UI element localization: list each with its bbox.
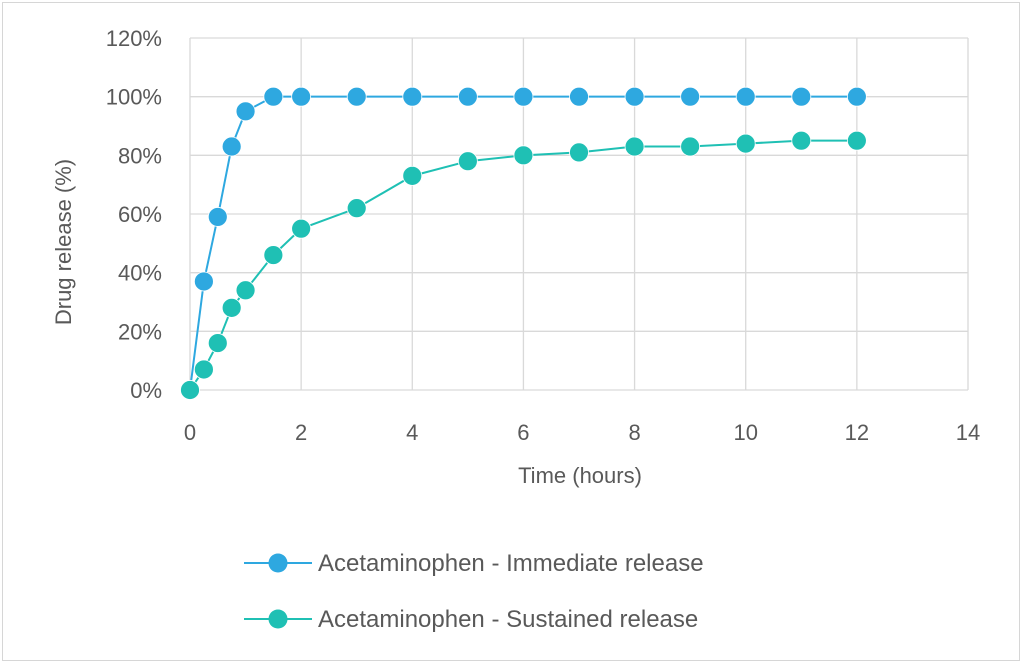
data-point [846,86,867,107]
x-tick-label: 12 [845,420,869,445]
data-point [235,101,256,122]
data-point [346,198,367,219]
data-point [457,151,478,172]
legend-label: Acetaminophen - Sustained release [318,606,698,633]
data-point [513,145,534,166]
data-point [291,218,312,239]
legend-item: Acetaminophen - Immediate release [244,550,704,577]
y-axis-title: Drug release (%) [51,159,76,325]
x-tick-label: 14 [956,420,980,445]
data-point [791,130,812,151]
data-point [846,130,867,151]
legend-marker [268,609,288,629]
series-2 [180,130,867,400]
legend: Acetaminophen - Immediate release Acetami… [244,550,704,633]
data-point [263,245,284,265]
x-tick-label: 2 [295,420,307,445]
x-tick-label: 6 [517,420,529,445]
data-point [569,142,589,163]
legend-label: Acetaminophen - Immediate release [318,550,704,577]
data-point [457,86,478,107]
x-tick-label: 8 [628,420,640,445]
data-point [680,136,701,157]
x-tick-label: 10 [733,420,757,445]
data-point [193,271,214,292]
y-tick-label: 60% [118,202,162,227]
data-point [207,333,228,353]
y-tick-label: 40% [118,261,162,286]
x-tick-label: 0 [184,420,196,445]
x-axis-title: Time (hours) [518,463,642,488]
y-tick-label: 100% [106,85,162,110]
data-point [291,86,312,107]
legend-marker [268,553,288,573]
data-point [221,136,242,157]
data-point [402,86,423,107]
data-point [346,86,367,107]
data-point [221,297,242,318]
data-point [513,86,534,107]
series-layer [180,86,867,400]
y-tick-label: 80% [118,143,162,168]
data-point [569,86,589,107]
data-point [791,86,812,107]
data-point [402,165,423,186]
data-point [680,86,701,107]
y-tick-label: 20% [118,319,162,344]
x-tick-label: 4 [406,420,418,445]
data-point [735,86,756,107]
data-point [193,359,214,380]
data-point [735,133,756,154]
axis-tick-labels: 0% 20% 40% 60% 80% 100% 120% 0 2 4 6 8 10 12 14 [106,26,981,445]
data-point [180,380,200,400]
data-point [624,86,645,107]
data-point [624,136,645,157]
data-point [263,86,284,107]
legend-item: Acetaminophen - Sustained release [244,606,698,633]
y-tick-label: 120% [106,26,162,51]
y-tick-label: 0% [130,378,162,403]
data-point [235,280,256,301]
data-point [207,207,228,227]
